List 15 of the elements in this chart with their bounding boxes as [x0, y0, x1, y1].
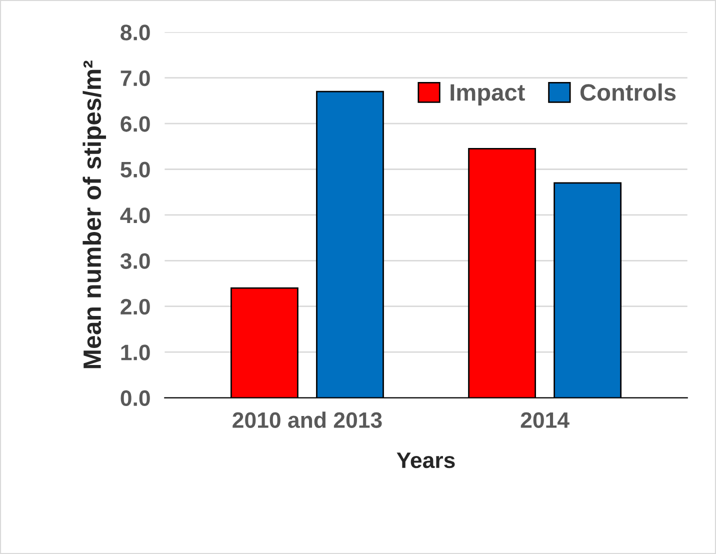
y-tick-label: 6.0 [120, 116, 150, 132]
y-tick-label: 4.0 [120, 207, 150, 224]
y-tick-label: 7.0 [120, 70, 150, 86]
x-tick-label: 2010 and 2013 [232, 412, 382, 428]
legend-label: Controls [580, 83, 676, 101]
x-tick-label: 2014 [520, 412, 570, 428]
y-axis-title: Mean number of stipes/m² [82, 60, 106, 368]
legend-label: Impact [450, 84, 525, 106]
y-tick-label: 0.0 [120, 390, 150, 406]
y-tick-label: 8.0 [120, 24, 150, 40]
y-tick-label: 3.0 [120, 253, 150, 269]
y-tick-label: 2.0 [120, 298, 150, 315]
y-tick-label: 1.0 [121, 344, 150, 360]
x-axis-title: Years [396, 452, 455, 468]
y-tick-label: 5.0 [120, 162, 150, 178]
